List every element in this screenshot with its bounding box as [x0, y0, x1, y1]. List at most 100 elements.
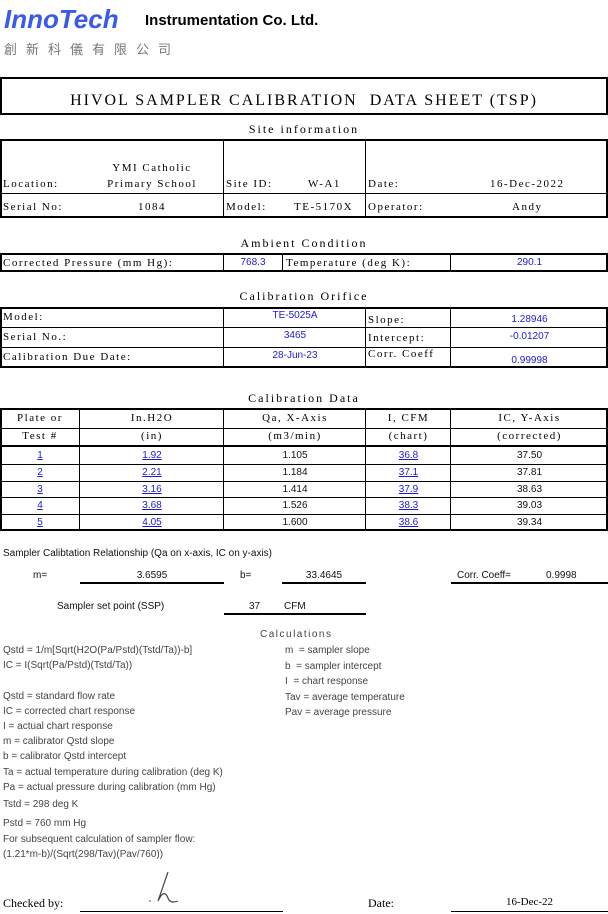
- corr-label: Corr. Coeff: [368, 348, 435, 360]
- column-header: I, CFM: [387, 412, 430, 424]
- definition-line: b = sampler intercept: [285, 660, 382, 672]
- table-cell: 37.81: [516, 467, 543, 478]
- orifice-model-label: Model:: [3, 311, 44, 323]
- column-header: IC, Y-Axis: [498, 412, 561, 424]
- site-table: [0, 139, 608, 218]
- divider: [365, 307, 366, 368]
- corr-value: 0.99998: [511, 355, 548, 366]
- row-divider: [0, 497, 608, 498]
- signature: [149, 871, 179, 903]
- orifice-due: 28-Jun-23: [272, 350, 318, 361]
- setpoint-underline: [224, 613, 366, 615]
- divider: [223, 253, 224, 272]
- table-cell: 4: [37, 500, 43, 511]
- divider: [450, 253, 451, 272]
- table-cell: 1.526: [282, 500, 308, 511]
- table-cell: 4.05: [142, 517, 162, 528]
- calculation-line: Tstd = 298 deg K: [3, 799, 79, 810]
- divider: [0, 445, 608, 447]
- m-underline: [80, 582, 224, 584]
- company-logo: InnoTech: [4, 4, 119, 34]
- serial-value: 1084: [138, 201, 166, 213]
- table-cell: 39.34: [516, 517, 543, 528]
- table-cell: 38.3: [398, 500, 419, 511]
- table-cell: 37.9: [398, 484, 419, 495]
- table-cell: 1.600: [282, 517, 308, 528]
- serial-label: Serial No:: [3, 201, 63, 213]
- site-date: 16-Dec-2022: [490, 178, 565, 190]
- calculation-line: IC = corrected chart response: [3, 706, 136, 717]
- title-box: [0, 77, 608, 115]
- column-header: (in): [141, 430, 163, 442]
- table-cell: 39.03: [516, 500, 543, 511]
- slope-value: 1.28946: [511, 314, 548, 325]
- divider: [365, 139, 366, 218]
- orifice-model: TE-5025A: [272, 310, 318, 321]
- footer-date-line: [451, 911, 608, 912]
- calculation-line: Pstd = 760 mm Hg: [3, 818, 87, 829]
- calculation-line: b = calibrator Qstd intercept: [3, 751, 127, 762]
- table-cell: 2.21: [142, 467, 162, 478]
- temperature-label: Temperature (deg K):: [286, 257, 412, 269]
- column-header: (chart): [388, 430, 429, 442]
- setpoint-label: Sampler set point (SSP): [57, 601, 165, 612]
- intercept-label: Intercept:: [368, 332, 426, 344]
- checked-by-label: Checked by:: [3, 896, 64, 910]
- location-line1: YMI Catholic: [112, 162, 192, 174]
- row-divider: [0, 464, 608, 465]
- definition-line: Tav = average temperature: [285, 691, 405, 703]
- slope-label: Slope:: [368, 314, 406, 326]
- table-cell: 1.92: [142, 450, 162, 461]
- calibration-table: [0, 408, 608, 531]
- site-id-label: Site ID:: [226, 178, 273, 190]
- calculation-line: IC = I(Sqrt(Pa/Pstd)(Tstd/Ta)): [3, 660, 133, 671]
- relationship-heading: Sampler Calibtation Relationship (Qa on …: [3, 548, 272, 559]
- divider: [0, 347, 608, 348]
- b-label: b=: [240, 570, 252, 581]
- checked-by-line: [80, 911, 283, 912]
- divider: [450, 307, 451, 368]
- table-cell: 38.63: [516, 484, 543, 495]
- intercept-value: -0.01207: [509, 331, 550, 342]
- row-divider: [0, 514, 608, 515]
- column-header: Qa, X-Axis: [262, 412, 328, 424]
- calculation-line: For subsequent calculation of sampler fl…: [3, 834, 196, 845]
- calculations-heading: Calculations: [260, 629, 333, 640]
- calculation-line: Ta = actual temperature during calibrati…: [3, 767, 223, 778]
- divider: [0, 428, 608, 429]
- divider: [282, 253, 283, 272]
- setpoint-unit: CFM: [284, 601, 306, 612]
- table-cell: 1: [37, 450, 43, 461]
- corr-coeff-value: 0.9998: [546, 570, 577, 581]
- corr-coeff-label: Corr. Coeff=: [457, 570, 512, 581]
- table-cell: 3.16: [142, 484, 162, 495]
- table-cell: 37.50: [516, 450, 543, 461]
- m-value: 3.6595: [136, 570, 168, 581]
- table-cell: 1.184: [282, 467, 308, 478]
- calculation-line: I = actual chart response: [3, 721, 113, 732]
- operator-label: Operator:: [368, 201, 424, 213]
- pressure-label: Corrected Pressure (mm Hg):: [3, 257, 174, 269]
- pressure-value: 768.3: [240, 257, 266, 268]
- column-header: (m3/min): [268, 430, 322, 442]
- orifice-serial: 3465: [283, 330, 307, 341]
- divider: [0, 193, 608, 194]
- divider: [450, 408, 451, 531]
- company-name-chinese: 創新科儀有限公司: [4, 43, 181, 58]
- table-cell: 38.6: [398, 517, 419, 528]
- footer-date-label: Date:: [368, 896, 394, 910]
- corr-underline: [451, 582, 608, 584]
- column-header: In.H2O: [130, 412, 174, 424]
- table-cell: 2: [37, 467, 43, 478]
- orifice-due-label: Calibration Due Date:: [3, 351, 132, 363]
- divider: [79, 408, 80, 531]
- temperature-value: 290.1: [516, 257, 543, 268]
- date-label: Date:: [368, 178, 400, 190]
- column-header: (corrected): [497, 430, 562, 442]
- model-value: TE-5170X: [294, 201, 354, 213]
- page-title: HIVOL SAMPLER CALIBRATION DATA SHEET (TS…: [70, 92, 538, 109]
- table-cell: 5: [37, 517, 43, 528]
- operator-value: Andy: [512, 201, 543, 213]
- calculation-line: Qstd = standard flow rate: [3, 691, 116, 702]
- calculation-line: Pa = actual pressure during calibration …: [3, 782, 216, 793]
